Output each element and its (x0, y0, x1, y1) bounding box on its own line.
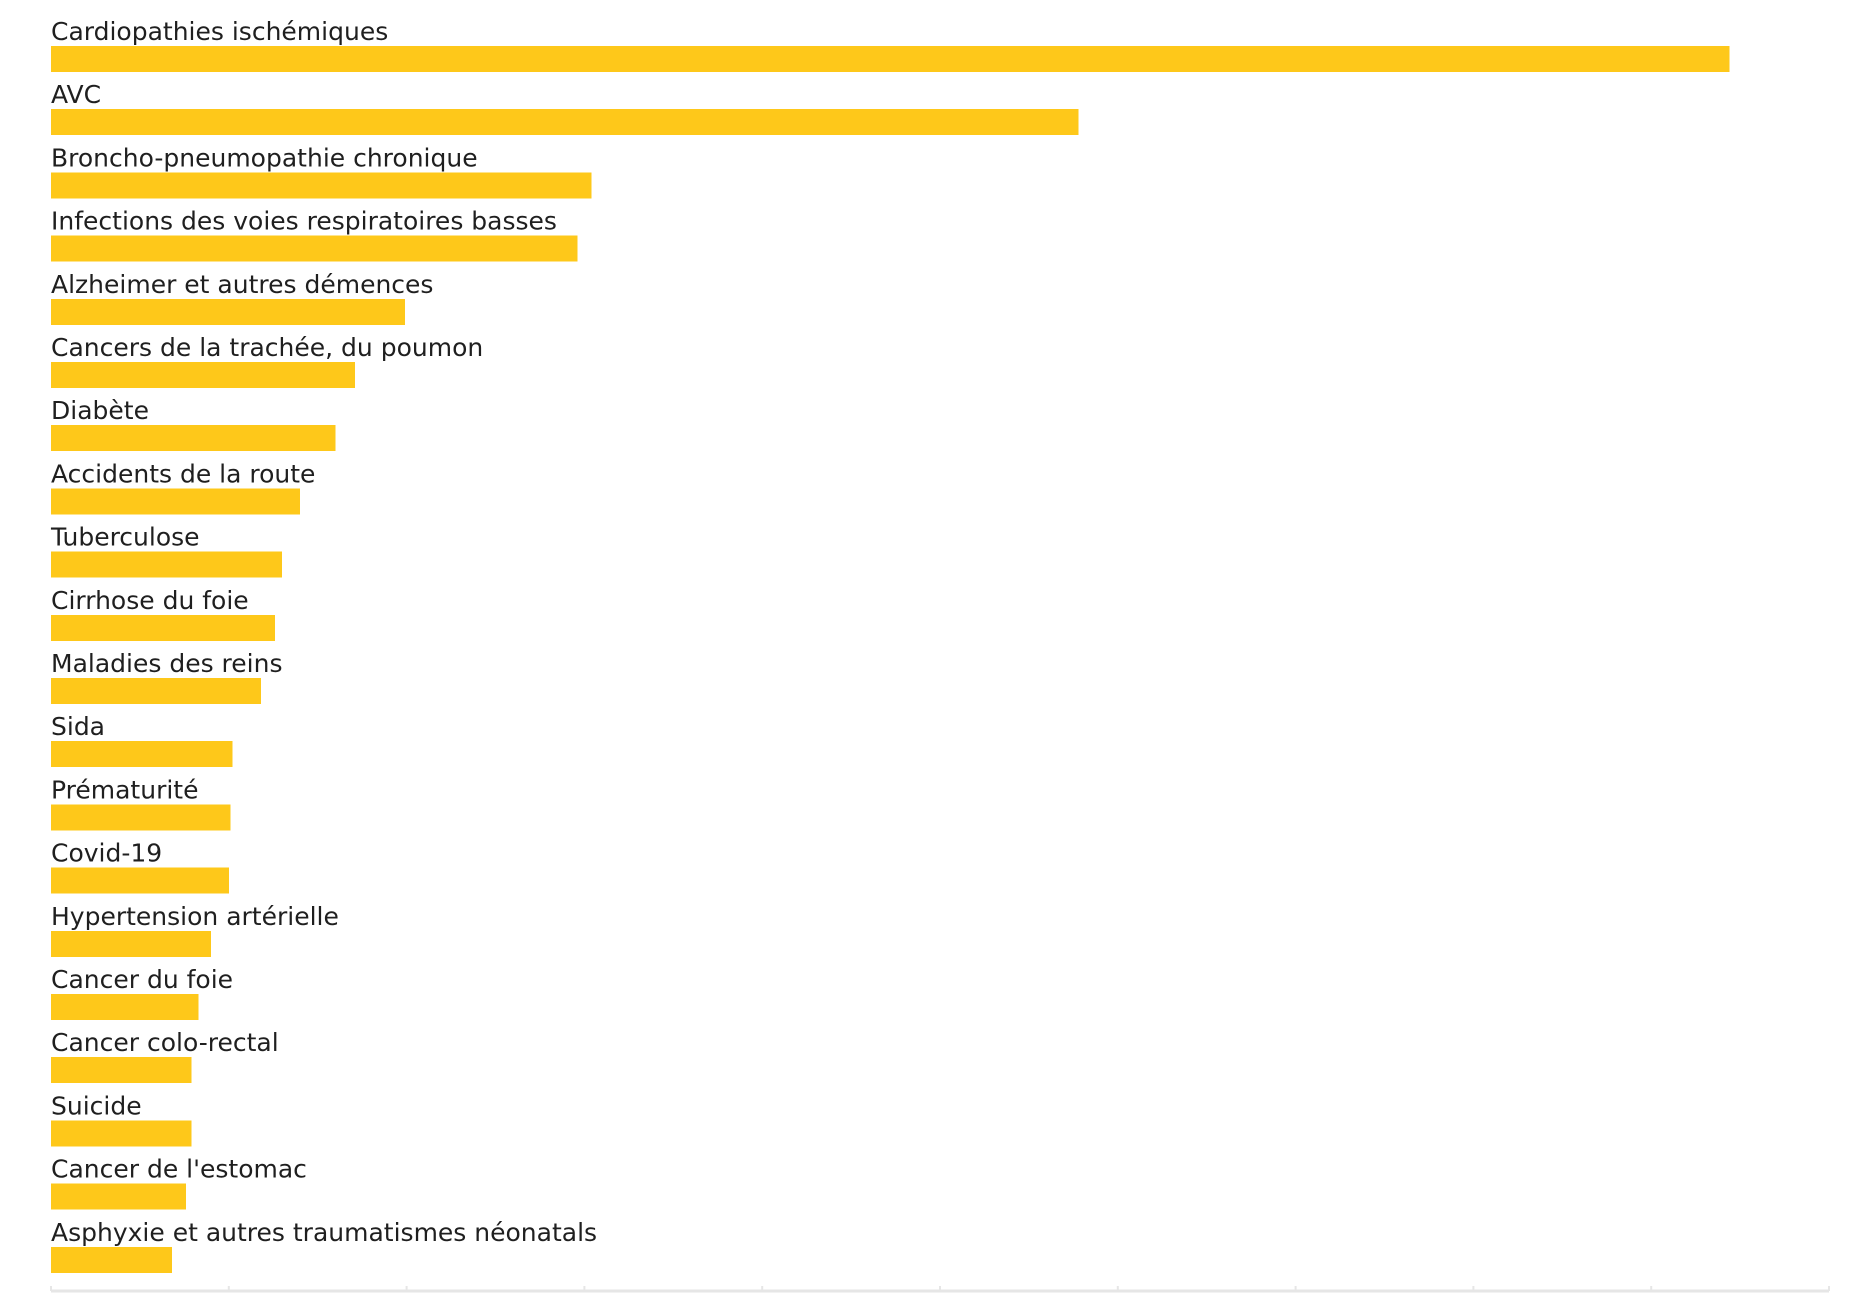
bar (51, 994, 199, 1020)
category-label: Prématurité (51, 775, 198, 804)
category-label: Cancer du foie (51, 965, 233, 994)
bar (51, 1183, 187, 1210)
bar (51, 1246, 172, 1273)
bar (51, 614, 275, 641)
category-label: Alzheimer et autres démences (51, 270, 433, 299)
category-label: Tuberculose (50, 523, 200, 552)
category-label: Covid-19 (51, 839, 162, 868)
x-axis (50, 1286, 1830, 1293)
category-label: Sida (51, 712, 105, 741)
category-label: Maladies des reins (51, 649, 282, 678)
bar (51, 109, 1079, 136)
bar (51, 425, 336, 452)
category-label: AVC (51, 80, 101, 109)
bar (51, 741, 233, 768)
bar (51, 235, 578, 262)
category-label: Broncho-pneumopathie chronique (51, 143, 478, 172)
bar (51, 488, 300, 515)
bar (51, 172, 592, 199)
bar (51, 1057, 192, 1084)
bars-layer (51, 46, 1730, 1273)
category-label: Cancer de l'estomac (51, 1155, 307, 1184)
bar (51, 298, 405, 325)
bar (51, 551, 283, 578)
category-label: Hypertension artérielle (51, 902, 339, 931)
category-label: Diabète (51, 396, 149, 425)
bar (51, 1120, 192, 1147)
bar (51, 46, 1730, 72)
category-label: Infections des voies respiratoires basse… (51, 207, 557, 236)
bar (51, 678, 261, 704)
category-label: Cancers de la trachée, du poumon (51, 333, 483, 362)
category-labels-layer: Cardiopathies ischémiques AVC Broncho-pneu… (50, 17, 597, 1247)
category-label: Accidents de la route (51, 459, 315, 488)
category-label: Cancer colo-rectal (51, 1028, 279, 1057)
bar (51, 867, 229, 894)
bar (51, 804, 231, 831)
category-label: Suicide (51, 1091, 142, 1120)
category-label: Cirrhose du foie (51, 586, 249, 615)
category-label: Asphyxie et autres traumatismes néonatal… (51, 1218, 597, 1247)
category-label: Cardiopathies ischémiques (51, 17, 388, 46)
bar (51, 362, 355, 388)
bar (51, 930, 211, 957)
